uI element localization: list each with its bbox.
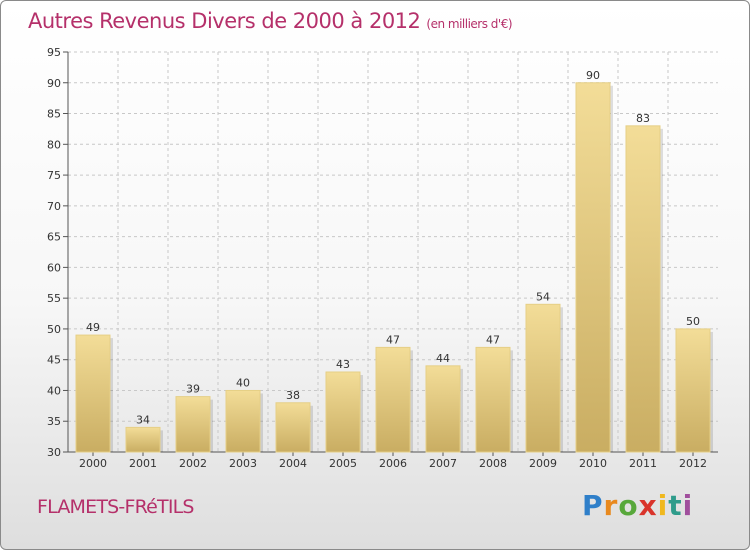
y-tick-label: 85: [47, 108, 61, 121]
chart-title: Autres Revenus Divers de 2000 à 2012 (en …: [28, 9, 513, 33]
y-tick-label: 65: [47, 231, 61, 244]
bar: [375, 346, 411, 453]
y-tick-label: 80: [47, 138, 61, 151]
logo-letter-x: x: [638, 489, 658, 522]
y-tick-label: 75: [47, 169, 61, 182]
commune-name: FLAMETS-FRéTILS: [37, 496, 195, 518]
bar: [625, 125, 661, 453]
x-tick-label: 2000: [79, 457, 107, 470]
logo-letter-o: o: [618, 489, 639, 522]
x-tick-label: 2011: [629, 457, 657, 470]
bar-value-label: 40: [236, 376, 250, 389]
x-tick-label: 2002: [179, 457, 207, 470]
y-tick-label: 40: [47, 384, 61, 397]
x-tick-label: 2012: [679, 457, 707, 470]
y-tick-label: 55: [47, 292, 61, 305]
y-tick-label: 90: [47, 77, 61, 90]
bar-value-label: 39: [186, 383, 200, 396]
bars: 49 34 39 40 38 43 47 44 47 54 90 83 50: [75, 69, 713, 453]
bar-value-label: 38: [286, 389, 300, 402]
x-tick-label: 2005: [329, 457, 357, 470]
bar: [275, 402, 311, 453]
bar: [525, 303, 561, 453]
bar-value-label: 54: [536, 290, 550, 303]
bar: [125, 426, 161, 453]
logo-letter-i: i: [682, 489, 694, 522]
chart-title-text: Autres Revenus Divers de 2000 à 2012: [28, 9, 421, 33]
bar-value-label: 50: [686, 315, 700, 328]
bar: [475, 346, 511, 453]
x-tick-label: 2007: [429, 457, 457, 470]
logo-letter-p: P: [582, 489, 604, 522]
bar-value-label: 34: [136, 413, 150, 426]
bar-value-label: 83: [636, 112, 650, 125]
x-tick-label: 2001: [129, 457, 157, 470]
bar: [175, 396, 211, 453]
logo-letter-t: t: [668, 489, 683, 522]
proxiti-logo: Proxiti: [582, 489, 693, 522]
bar: [675, 328, 711, 453]
x-tick-label: 2006: [379, 457, 407, 470]
bar-value-label: 49: [86, 321, 100, 334]
x-tick-label: 2009: [529, 457, 557, 470]
bar: [425, 365, 461, 453]
bar: [225, 389, 261, 453]
y-tick-label: 60: [47, 261, 61, 274]
y-tick-label: 45: [47, 354, 61, 367]
x-tick-label: 2008: [479, 457, 507, 470]
bar-value-label: 90: [586, 69, 600, 82]
y-tick-label: 50: [47, 323, 61, 336]
x-tick-label: 2010: [579, 457, 607, 470]
bar-value-label: 47: [386, 333, 400, 346]
bar-value-label: 47: [486, 333, 500, 346]
y-tick-label: 70: [47, 200, 61, 213]
bar-value-label: 44: [436, 352, 450, 365]
x-tick-label: 2004: [279, 457, 307, 470]
axes: 30 35 40 45 50 55 60 65 70 75 80 85 90 95 2000 2001 2002…: [47, 46, 718, 470]
bar: [75, 334, 111, 453]
logo-letter-i: i: [657, 489, 669, 522]
logo-letter-r: r: [603, 489, 619, 522]
y-tick-label: 35: [47, 415, 61, 428]
y-tick-label: 95: [47, 46, 61, 59]
y-tick-label: 30: [47, 446, 61, 459]
x-tick-label: 2003: [229, 457, 257, 470]
chart-subtitle: (en milliers d'€): [426, 17, 513, 31]
bar: [575, 82, 611, 453]
bar-value-label: 43: [336, 358, 350, 371]
bar: [325, 371, 361, 453]
